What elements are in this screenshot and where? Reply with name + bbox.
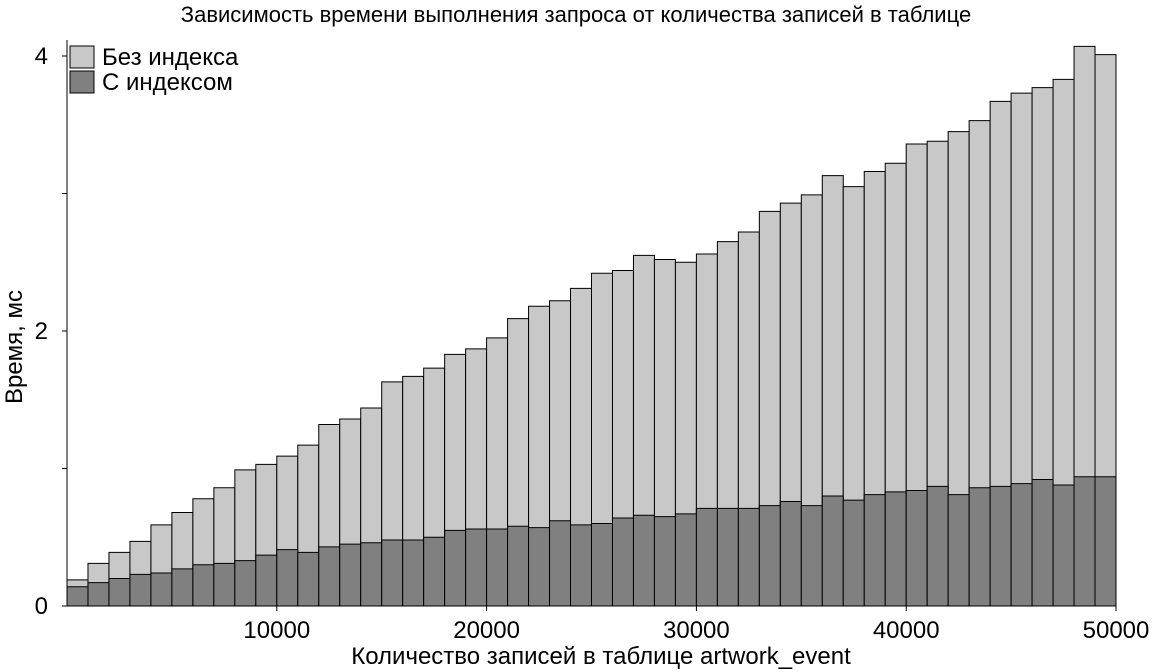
- bar-with-index-21: [486, 528, 509, 607]
- bar-with-index-27: [611, 517, 634, 607]
- axes: 0 2 4 10000 20000 30000 40000 50000: [35, 40, 1150, 644]
- bar-with-index-47: [1031, 479, 1054, 607]
- series-with-index: [66, 476, 1117, 607]
- y-axis-label: Время, мс: [1, 290, 28, 404]
- bar-with-index-39: [863, 494, 886, 607]
- bar-with-index-26: [591, 523, 613, 607]
- bar-with-index-17: [402, 539, 425, 607]
- bar-with-index-50: [1094, 476, 1117, 607]
- bar-with-index-9: [234, 560, 257, 607]
- bar-with-index-20: [465, 528, 488, 607]
- bar-with-index-44: [968, 487, 991, 607]
- x-tick-label-30000: 30000: [663, 617, 730, 644]
- bar-with-index-11: [276, 549, 299, 607]
- bar-with-index-31: [695, 507, 718, 607]
- bar-with-index-13: [318, 546, 341, 607]
- bar-with-index-42: [926, 485, 949, 607]
- bar-with-index-38: [842, 499, 865, 607]
- x-tick-label-40000: 40000: [873, 617, 940, 644]
- bar-with-index-25: [570, 524, 593, 607]
- y-tick-label-0: 0: [35, 593, 48, 620]
- bar-with-index-33: [737, 507, 760, 607]
- bar-with-index-6: [171, 568, 194, 607]
- bar-with-index-34: [758, 505, 781, 607]
- bar-with-index-29: [653, 516, 676, 607]
- bar-with-index-22: [507, 525, 530, 607]
- bar-with-index-43: [947, 494, 970, 607]
- bar-with-index-48: [1052, 484, 1075, 607]
- x-tick-label-10000: 10000: [243, 617, 310, 644]
- bar-with-index-10: [255, 554, 278, 607]
- chart-title: Зависимость времени выполнения запроса о…: [181, 2, 971, 27]
- bar-with-index-28: [632, 514, 655, 607]
- bar-with-index-1: [66, 586, 89, 607]
- bar-with-index-2: [87, 582, 110, 607]
- legend-swatch-1: [69, 45, 95, 69]
- y-tick-label-4: 4: [35, 43, 48, 70]
- legend-swatch-2: [69, 70, 95, 94]
- bar-with-index-37: [821, 495, 844, 607]
- bar-with-index-45: [989, 485, 1012, 607]
- bar-with-index-7: [192, 564, 215, 607]
- bar-with-index-30: [674, 513, 697, 607]
- bar-with-index-23: [528, 527, 551, 607]
- bar-with-index-19: [444, 529, 467, 607]
- x-tick-label-20000: 20000: [453, 617, 520, 644]
- bar-with-index-41: [905, 490, 928, 607]
- bar-with-index-32: [716, 507, 739, 607]
- legend-label-2: С индексом: [102, 69, 233, 96]
- bar-with-index-12: [297, 551, 320, 607]
- x-tick-label-50000: 50000: [1083, 617, 1150, 644]
- bar-with-index-46: [1010, 483, 1033, 607]
- legend-label-1: Без индекса: [102, 44, 239, 71]
- bar-with-index-8: [213, 562, 236, 607]
- bar-with-index-24: [549, 520, 572, 607]
- bar-with-index-3: [108, 578, 131, 607]
- bar-with-index-5: [150, 572, 173, 607]
- bar-with-index-49: [1073, 476, 1096, 607]
- bar-with-index-18: [423, 536, 446, 607]
- bar-with-index-36: [800, 505, 823, 607]
- x-axis-label: Количество записей в таблице artwork_eve…: [351, 643, 851, 670]
- bar-with-index-14: [339, 543, 362, 607]
- bar-with-index-40: [884, 491, 907, 607]
- y-tick-label-2: 2: [35, 318, 48, 345]
- bar-with-index-35: [779, 501, 802, 607]
- bar-with-index-4: [129, 573, 152, 607]
- bar-with-index-16: [381, 539, 404, 607]
- bar-with-index-15: [360, 542, 383, 607]
